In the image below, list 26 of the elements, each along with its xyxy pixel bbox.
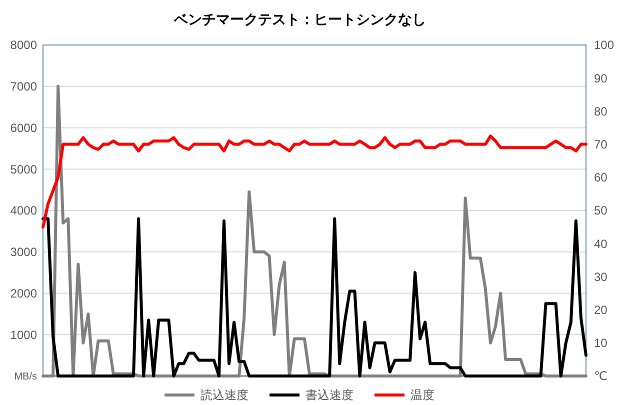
legend-label: 書込速度: [306, 388, 354, 402]
y2-tick-label: 20: [594, 303, 608, 317]
y-tick-label: 3000: [10, 245, 38, 260]
y2-tick-label: ℃: [594, 369, 608, 384]
legend-label: 温度: [410, 388, 434, 402]
line-series: [42, 134, 588, 229]
y-tick-label: 2000: [10, 286, 38, 300]
y-tick-label: MB/s: [14, 372, 37, 382]
legend-label: 読込速度: [200, 388, 248, 402]
y2-tick-label: 80: [594, 104, 608, 118]
y2-tick-label: 50: [594, 204, 608, 218]
chart-title: ベンチマークテスト：ヒートシンクなし: [173, 11, 426, 27]
y2-tick-label: 70: [594, 138, 608, 152]
y2-tick-label: 10: [594, 336, 608, 350]
y2-tick-label: 60: [594, 170, 608, 185]
line-series: [42, 217, 588, 378]
y2-tick-label: 90: [594, 71, 608, 86]
y-tick-label: 6000: [10, 120, 38, 135]
y-tick-label: 5000: [10, 162, 38, 176]
y-tick-label: 7000: [10, 80, 38, 94]
y-tick-label: 1000: [10, 328, 38, 342]
y2-tick-label: 30: [594, 270, 608, 284]
y-tick-label: 4000: [10, 204, 38, 218]
y2-tick-label: 100: [594, 38, 614, 52]
y2-tick-label: 40: [594, 236, 608, 251]
y-tick-label: 8000: [10, 38, 38, 52]
